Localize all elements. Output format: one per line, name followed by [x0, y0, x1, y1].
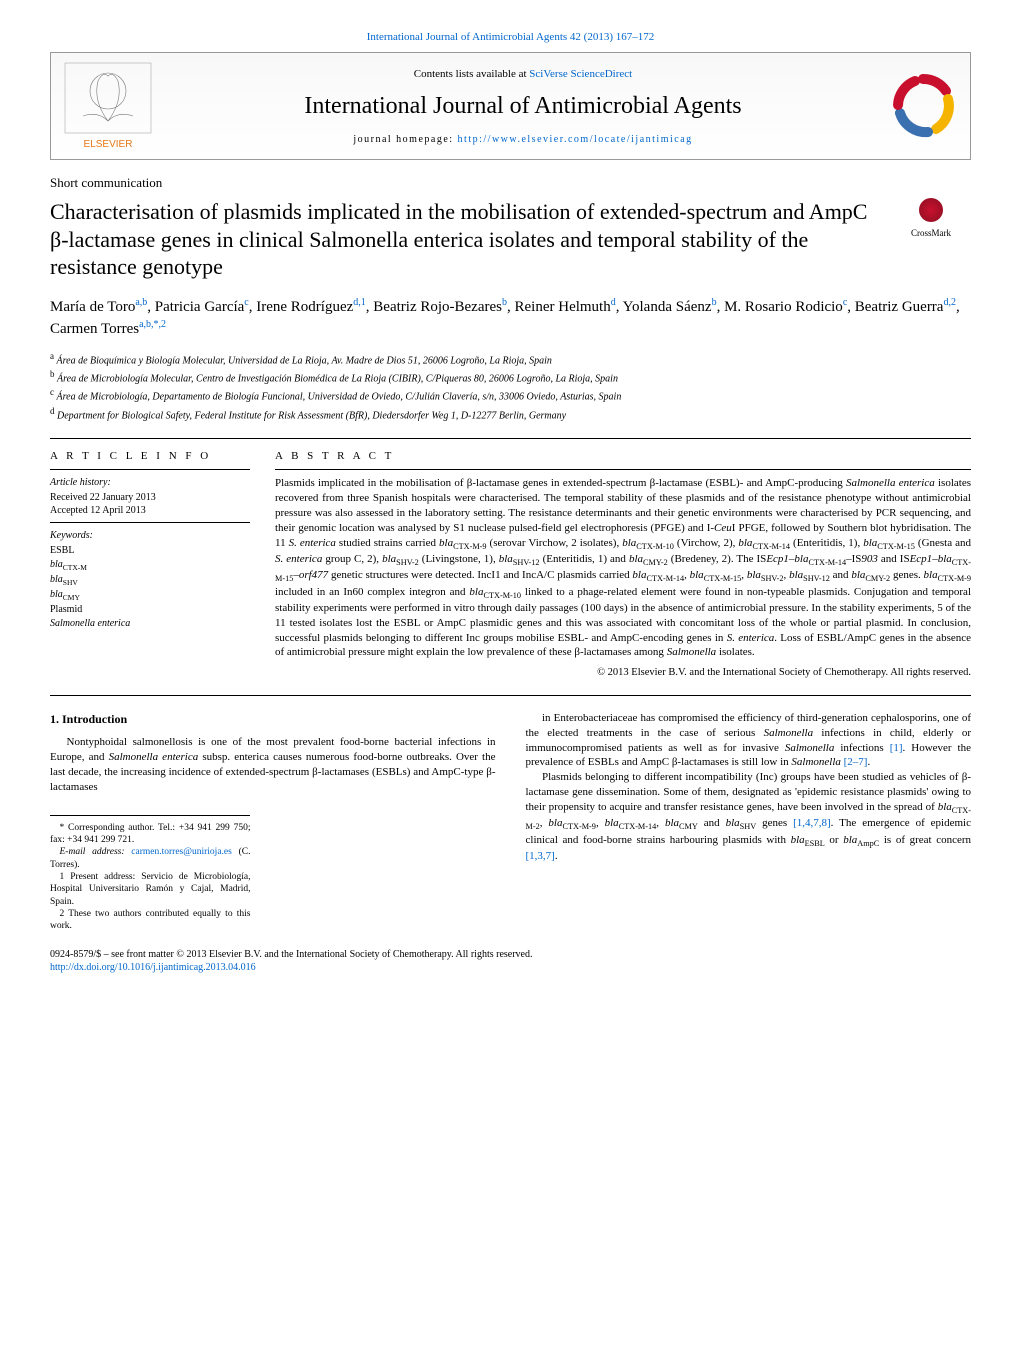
journal-homepage: journal homepage: http://www.elsevier.co… — [168, 133, 878, 146]
crossmark-label: CrossMark — [891, 228, 971, 240]
front-matter: 0924-8579/$ – see front matter © 2013 El… — [50, 948, 971, 974]
article-type: Short communication — [50, 175, 971, 192]
crossmark-badge[interactable]: CrossMark — [891, 198, 971, 239]
accepted-date: Accepted 12 April 2013 — [50, 504, 250, 517]
authors: María de Toroa,b, Patricia Garcíac, Iren… — [50, 296, 971, 340]
issn-copyright: 0924-8579/$ – see front matter © 2013 El… — [50, 948, 971, 961]
homepage-link[interactable]: http://www.elsevier.com/locate/ijantimic… — [458, 134, 693, 145]
article-title: Characterisation of plasmids implicated … — [50, 198, 876, 281]
footnotes: * Corresponding author. Tel.: +34 941 29… — [50, 815, 250, 933]
abstract-copyright: © 2013 Elsevier B.V. and the Internation… — [275, 666, 971, 680]
section-heading-intro: 1. Introduction — [50, 711, 496, 727]
keywords-label: Keywords: — [50, 529, 250, 542]
elsevier-text: ELSEVIER — [84, 139, 133, 150]
divider — [50, 438, 971, 439]
ref-link[interactable]: [2–7] — [844, 756, 868, 768]
doi-link[interactable]: http://dx.doi.org/10.1016/j.ijantimicag.… — [50, 962, 256, 973]
corresponding-author: * Corresponding author. Tel.: +34 941 29… — [50, 822, 250, 847]
sciencedirect-link[interactable]: SciVerse ScienceDirect — [529, 68, 632, 80]
divider — [50, 522, 250, 523]
intro-p1: Nontyphoidal salmonellosis is one of the… — [50, 735, 496, 794]
abstract: A B S T R A C T Plasmids implicated in t… — [275, 449, 971, 680]
abstract-body: Plasmids implicated in the mobilisation … — [275, 476, 971, 660]
footnote-1: 1 Present address: Servicio de Microbiol… — [50, 871, 250, 908]
affiliations: a Área de Bioquímica y Biología Molecula… — [50, 350, 971, 423]
ref-link[interactable]: [1,4,7,8] — [793, 817, 831, 829]
journal-header: ELSEVIER Contents lists available at Sci… — [50, 52, 971, 160]
journal-citation: International Journal of Antimicrobial A… — [50, 30, 971, 44]
journal-name: International Journal of Antimicrobial A… — [168, 91, 878, 122]
keywords-list: ESBLblaCTX-MblaSHVblaCMYPlasmidSalmonell… — [50, 544, 250, 630]
article-info-heading: A R T I C L E I N F O — [50, 449, 250, 463]
right-column: in Enterobacteriaceae has compromised th… — [526, 711, 972, 933]
elsevier-logo: ELSEVIER — [63, 61, 153, 151]
contents-available: Contents lists available at SciVerse Sci… — [168, 67, 878, 81]
journal-citation-link[interactable]: International Journal of Antimicrobial A… — [367, 31, 654, 43]
article-info: A R T I C L E I N F O Article history: R… — [50, 449, 250, 680]
isc-logo — [888, 71, 958, 141]
email-link[interactable]: carmen.torres@unirioja.es — [131, 847, 232, 857]
divider — [275, 469, 971, 470]
crossmark-icon — [919, 198, 943, 222]
left-column: 1. Introduction Nontyphoidal salmonellos… — [50, 711, 496, 933]
ref-link[interactable]: [1] — [890, 742, 903, 754]
abstract-heading: A B S T R A C T — [275, 449, 971, 463]
ref-link[interactable]: [1,3,7] — [526, 850, 555, 862]
divider — [50, 695, 971, 696]
received-date: Received 22 January 2013 — [50, 491, 250, 504]
footnote-2: 2 These two authors contributed equally … — [50, 908, 250, 933]
intro-p2: in Enterobacteriaceae has compromised th… — [526, 711, 972, 770]
intro-p3: Plasmids belonging to different incompat… — [526, 770, 972, 863]
divider — [50, 469, 250, 470]
email-line: E-mail address: carmen.torres@unirioja.e… — [50, 846, 250, 871]
history-label: Article history: — [50, 476, 250, 489]
